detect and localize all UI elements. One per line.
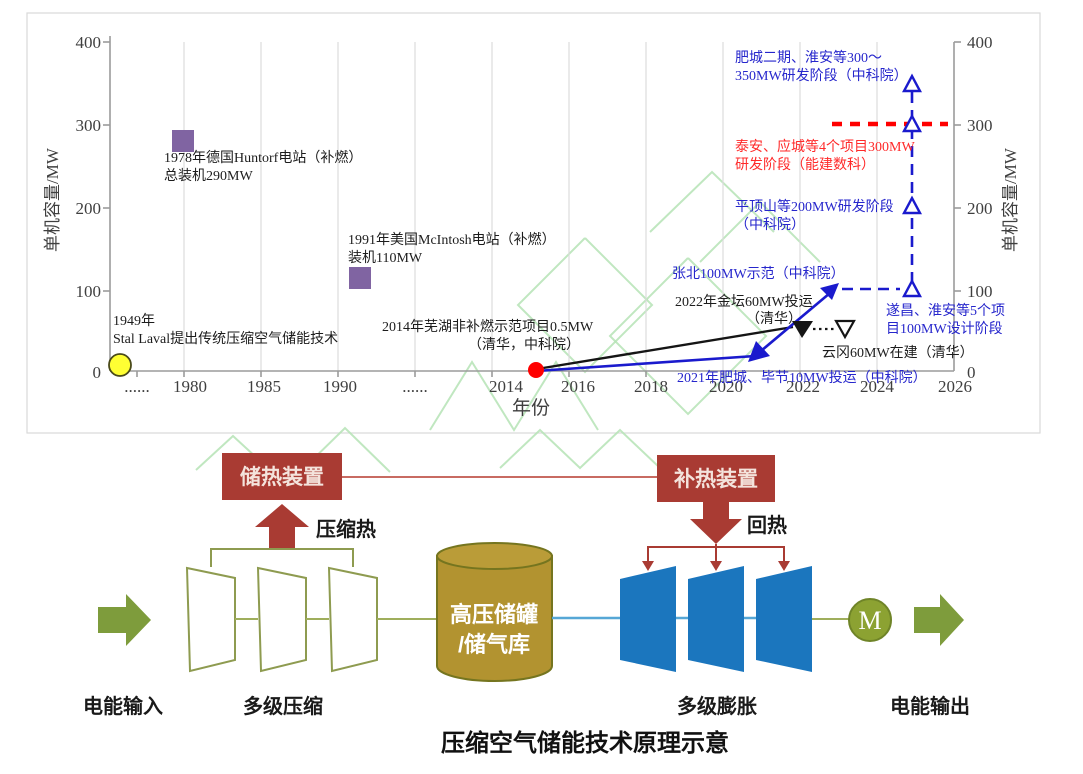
marker-jintan-black-triangle-down: [792, 321, 813, 338]
motor-icon: [848, 598, 892, 642]
annotation-jintan-line1: 2022年金坛60MW投运: [675, 294, 813, 310]
ytick-left-300: 300: [76, 116, 102, 135]
annotation-wuhu-line2: （清华，中科院）: [468, 337, 580, 353]
annotation-mcintosh-line2: 装机110MW: [348, 250, 423, 266]
annotation-stal-line2: Stal Laval提出传统压缩空气储能技术: [113, 331, 338, 347]
heat-storage-label: 储热装置: [240, 465, 324, 489]
power-output-arrow-icon: [914, 594, 964, 646]
marker-huntorf-purple-square: [172, 130, 194, 152]
power-input-label: 电能输入: [83, 694, 163, 718]
annotation-feicheng-bijie: 2021年肥城、毕节10MW投运（中科院）: [677, 370, 927, 386]
black-line-to-jintan: [536, 325, 794, 371]
caes-principle-diagram: 储热装置 补热装置 压缩热 高压储罐 /储气库: [83, 453, 970, 757]
reheat-label: 回热: [747, 514, 787, 537]
xtick-2020: 2020: [709, 377, 743, 396]
marker-mcintosh-purple-square: [349, 267, 371, 289]
reheat-branch-lines: [642, 544, 790, 571]
xtick-2022: 2022: [786, 377, 820, 396]
y-axis-title-left: 单机容量/MW: [43, 147, 62, 252]
xtick-2014: 2014: [489, 377, 524, 396]
xtick-dots-2: ......: [402, 377, 428, 396]
y-axis-ticks-left: 400 300 200 100 0: [76, 33, 102, 382]
tick-marks: [103, 41, 961, 377]
xtick-1990: 1990: [323, 377, 357, 396]
annotation-feicheng-phase2-line2: 350MW研发阶段（中科院）: [735, 68, 908, 84]
xtick-2018: 2018: [634, 377, 668, 396]
annotation-wuhu-line1: 2014年芜湖非补燃示范项目0.5MW: [382, 318, 594, 335]
ytick-left-100: 100: [76, 282, 102, 301]
xtick-2026: 2026: [938, 377, 972, 396]
annotation-pingdingshan-line2: （中科院）: [735, 217, 805, 233]
reheat-arrow-icon: [690, 502, 742, 544]
annotation-taian-line2: 研发阶段（能建数科）: [735, 157, 875, 173]
tank-label-line2: /储气库: [458, 632, 530, 657]
chart-frame: [26, 12, 1041, 434]
xtick-2024: 2024: [860, 377, 895, 396]
multistage-expander-icon: [620, 566, 812, 672]
annotation-feicheng-phase2-line1: 肥城二期、淮安等300～: [735, 49, 882, 66]
compressor-bracket: [210, 548, 354, 567]
marker-2021-blue-arrowhead: [748, 341, 770, 362]
power-input-arrow-icon: [98, 594, 151, 646]
annotation-suichang-line1: 遂昌、淮安等5个项: [886, 302, 1005, 319]
ytick-right-0: 0: [967, 363, 976, 382]
ytick-right-200: 200: [967, 199, 993, 218]
xtick-dots-1: ......: [124, 377, 150, 396]
marker-wuhu-red-circle: [528, 362, 544, 378]
ytick-right-400: 400: [967, 33, 993, 52]
ytick-left-400: 400: [76, 33, 102, 52]
capacity-timeline-chart: 400 300 200 100 0 400 300 200 100 0 ....…: [26, 12, 1041, 473]
marker-300mw-open-triangle: [902, 113, 922, 133]
ytick-right-300: 300: [967, 116, 993, 135]
annotation-huntorf-line1: 1978年德国Huntorf电站（补燃）: [164, 149, 362, 166]
multistage-compressor-icon: [185, 566, 437, 673]
y-axis-ticks-right: 400 300 200 100 0: [967, 33, 993, 382]
marker-1949-yellow-circle: [108, 353, 132, 377]
expansion-label: 多级膨胀: [677, 694, 757, 718]
marker-200mw-open-triangle: [902, 195, 922, 215]
annotation-yungang: 云冈60MW在建（清华）: [822, 345, 974, 361]
annotation-taian-line1: 泰安、应城等4个项目300MW: [735, 138, 915, 155]
motor-label: M: [858, 606, 881, 635]
marker-zhangbei-blue-arrowhead: [820, 283, 839, 300]
high-pressure-tank-icon: 高压储罐 /储气库: [436, 542, 553, 682]
annotation-mcintosh-line1: 1991年美国McIntosh电站（补燃）: [348, 231, 556, 248]
marker-100mw-open-triangle: [902, 278, 922, 298]
chart-annotations: 1949年 Stal Laval提出传统压缩空气储能技术 1978年德国Hunt…: [113, 49, 1005, 386]
data-markers: [108, 73, 922, 378]
diagram-title: 压缩空气储能技术原理示意: [441, 729, 729, 757]
compression-heat-arrow-icon: [255, 504, 309, 550]
ytick-left-0: 0: [93, 363, 102, 382]
annotation-jintan-line2: （清华）: [746, 311, 802, 327]
heat-storage-box: [222, 453, 342, 500]
x-axis-title: 年份: [512, 397, 550, 419]
vertical-gridlines: [183, 42, 878, 371]
compression-label: 多级压缩: [243, 694, 323, 718]
x-axis-ticks: ...... 1980 1985 1990 ...... 2014 2016 2…: [124, 377, 972, 396]
xtick-1980: 1980: [173, 377, 207, 396]
marker-yungang-open-triangle-down: [834, 319, 856, 340]
annotation-zhangbei: 张北100MW示范（中科院）: [672, 265, 845, 282]
tank-label-line1: 高压储罐: [450, 602, 538, 627]
power-output-label: 电能输出: [890, 694, 970, 718]
heat-supply-box: [657, 455, 775, 502]
ytick-left-200: 200: [76, 199, 102, 218]
annotation-suichang-line2: 目100MW设计阶段: [886, 321, 1003, 337]
y-axis-title-right: 单机容量/MW: [1001, 147, 1020, 252]
annotation-pingdingshan-line1: 平顶山等200MW研发阶段: [735, 198, 894, 215]
xtick-2016: 2016: [561, 377, 595, 396]
marker-350mw-open-triangle: [902, 73, 922, 93]
xtick-1985: 1985: [247, 377, 281, 396]
compression-heat-label: 压缩热: [316, 517, 376, 541]
annotation-stal-line1: 1949年: [113, 313, 155, 329]
ytick-right-100: 100: [967, 282, 993, 301]
annotation-huntorf-line2: 总装机290MW: [164, 168, 253, 184]
heat-supply-label: 补热装置: [673, 467, 758, 491]
